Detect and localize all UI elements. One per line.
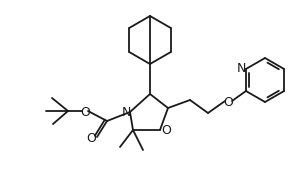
Text: N: N [236, 62, 246, 76]
Text: O: O [223, 96, 233, 110]
Text: O: O [80, 106, 90, 118]
Text: O: O [161, 124, 171, 136]
Text: O: O [86, 132, 96, 145]
Text: N: N [121, 106, 131, 118]
